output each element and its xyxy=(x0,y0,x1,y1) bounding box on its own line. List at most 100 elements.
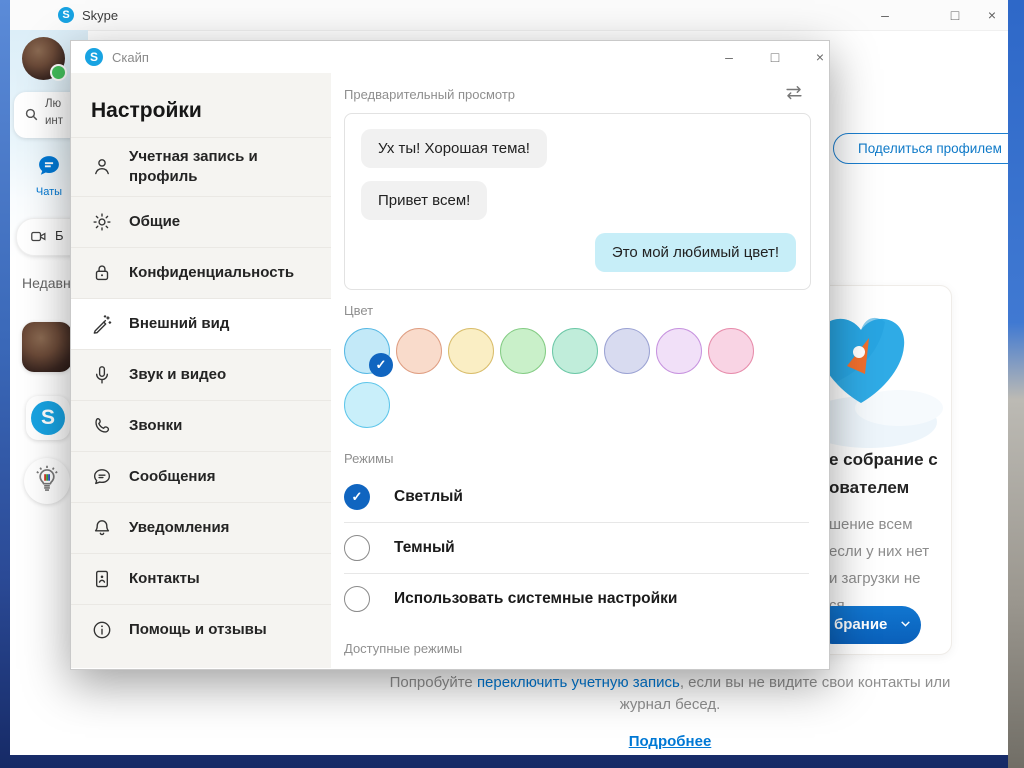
settings-nav-account[interactable]: Учетная запись и профиль xyxy=(71,137,331,196)
dialog-maximize-button[interactable]: □ xyxy=(770,49,780,65)
main-window-title: Skype xyxy=(82,8,119,23)
settings-nav-contacts[interactable]: Контакты xyxy=(71,553,331,604)
maximize-button[interactable]: □ xyxy=(950,7,960,23)
search-placeholder-line1: Лю xyxy=(45,98,62,110)
color-swatch[interactable] xyxy=(344,382,390,428)
check-badge: ✓ xyxy=(369,353,393,377)
dialog-title: Скайп xyxy=(112,50,149,65)
recent-chat-lightbulb[interactable] xyxy=(24,458,70,504)
color-swatch[interactable] xyxy=(604,328,650,374)
settings-nav-audio-video[interactable]: Звук и видео xyxy=(71,349,331,400)
settings-nav-privacy[interactable]: Конфиденциальность xyxy=(71,247,331,298)
settings-nav-notifications[interactable]: Уведомления xyxy=(71,502,331,553)
settings-nav-label: Учетная запись и профиль xyxy=(129,148,258,185)
settings-nav-help[interactable]: Помощь и отзывы xyxy=(71,604,331,655)
search-icon xyxy=(25,108,38,121)
settings-nav-label: Звук и видео xyxy=(129,366,227,383)
color-swatch[interactable] xyxy=(552,328,598,374)
create-meeting-button[interactable]: брание xyxy=(813,606,921,644)
message-bubble-icon xyxy=(91,466,113,488)
theme-preview: Ух ты! Хорошая тема! Привет всем! Это мо… xyxy=(344,113,811,290)
settings-nav-label: Общие xyxy=(129,213,181,230)
settings-nav-label: Сообщения xyxy=(129,468,216,485)
settings-nav-label: Помощь и отзывы xyxy=(129,621,267,638)
settings-heading: Настройки xyxy=(91,99,202,122)
color-swatch[interactable] xyxy=(396,328,442,374)
skype-logo-icon: S xyxy=(58,7,74,23)
settings-nav-general[interactable]: Общие xyxy=(71,196,331,247)
promo-body-line: если у них нет xyxy=(829,543,930,560)
preview-message: Ух ты! Хорошая тема! xyxy=(361,129,547,168)
chats-icon xyxy=(39,156,59,175)
search-placeholder-line2: инт xyxy=(45,115,64,127)
contact-card-icon xyxy=(91,568,113,590)
swap-sides-icon[interactable] xyxy=(783,82,805,104)
desktop-wallpaper xyxy=(1008,0,1024,768)
lightbulb-icon xyxy=(36,465,58,491)
settings-nav: Настройки Учетная запись и профиль Общие… xyxy=(71,73,331,668)
main-window-titlebar[interactable]: S Skype – □ × xyxy=(10,0,1008,31)
preview-message: Это мой любимый цвет! xyxy=(594,233,796,272)
settings-nav-label: Конфиденциальность xyxy=(129,264,295,281)
radio-checked-icon: ✓ xyxy=(344,483,370,510)
color-section-label: Цвет xyxy=(344,303,374,318)
color-swatch-selected[interactable]: ✓ xyxy=(344,328,393,377)
radio-unchecked-icon xyxy=(344,534,370,561)
settings-nav-label: Внешний вид xyxy=(129,315,230,332)
mode-label: Светлый xyxy=(394,487,463,505)
my-avatar[interactable] xyxy=(22,37,67,81)
mode-label: Использовать системные настройки xyxy=(394,589,678,607)
create-meeting-label: брание xyxy=(834,616,888,633)
person-icon xyxy=(91,156,113,178)
hint-line2: журнал бесед. xyxy=(619,696,721,713)
color-swatch[interactable] xyxy=(656,328,702,374)
promo-body-line: шение всем xyxy=(829,516,913,533)
color-swatch[interactable] xyxy=(708,328,754,374)
promo-title-line2: ователем xyxy=(829,478,910,497)
switch-account-link[interactable]: переключить учетную запись xyxy=(476,674,680,691)
minimize-button[interactable]: – xyxy=(881,7,889,23)
settings-dialog: S Скайп – □ × Настройки Учетная запись и… xyxy=(70,40,830,670)
learn-more-link[interactable]: Подробнее xyxy=(628,733,712,750)
chevron-down-icon xyxy=(900,621,910,627)
mode-option-dark[interactable]: Темный xyxy=(344,522,809,574)
rocket-illustration xyxy=(803,317,943,448)
color-swatch[interactable] xyxy=(448,328,494,374)
settings-nav-calls[interactable]: Звонки xyxy=(71,400,331,451)
dialog-close-button[interactable]: × xyxy=(815,49,825,65)
microphone-icon xyxy=(91,364,113,386)
recents-header: Недавн xyxy=(22,275,71,291)
meet-now-label: Б xyxy=(55,228,64,243)
mode-option-light[interactable]: ✓ Светлый xyxy=(344,471,809,523)
color-swatch[interactable] xyxy=(500,328,546,374)
skype-logo-icon: S xyxy=(85,48,103,66)
radio-unchecked-icon xyxy=(344,585,370,612)
hint-line1: Попробуйте переключить учетную запись, е… xyxy=(340,674,1000,691)
hint-prefix: Попробуйте xyxy=(389,674,477,691)
settings-nav-label: Контакты xyxy=(129,570,200,587)
settings-nav-appearance[interactable]: Внешний вид xyxy=(71,298,331,349)
settings-nav-messaging[interactable]: Сообщения xyxy=(71,451,331,502)
recent-chat-avatar[interactable] xyxy=(22,322,72,372)
dialog-titlebar[interactable]: S Скайп – □ × xyxy=(71,41,829,73)
recent-chat-skype[interactable]: S xyxy=(26,396,70,440)
mode-label: Темный xyxy=(394,538,455,556)
bell-icon xyxy=(91,517,113,539)
hint-suffix: , если вы не видите свои контакты или xyxy=(679,674,951,691)
modes-section-label: Режимы xyxy=(344,451,394,466)
video-camera-icon xyxy=(31,231,46,242)
online-status-dot xyxy=(50,64,67,81)
lock-icon xyxy=(91,262,113,284)
tab-chats-label: Чаты xyxy=(35,186,63,198)
settings-nav-label: Уведомления xyxy=(129,519,230,536)
settings-nav-label: Звонки xyxy=(129,417,183,434)
tab-chats[interactable]: Чаты xyxy=(10,152,88,198)
dialog-minimize-button[interactable]: – xyxy=(725,49,733,65)
wand-icon xyxy=(91,313,113,335)
promo-body-line: и загрузки не xyxy=(829,570,921,587)
mode-option-system[interactable]: Использовать системные настройки xyxy=(344,573,809,624)
info-circle-icon xyxy=(91,619,113,641)
share-profile-button[interactable]: Поделиться профилем xyxy=(833,133,1008,164)
close-button[interactable]: × xyxy=(987,7,997,23)
